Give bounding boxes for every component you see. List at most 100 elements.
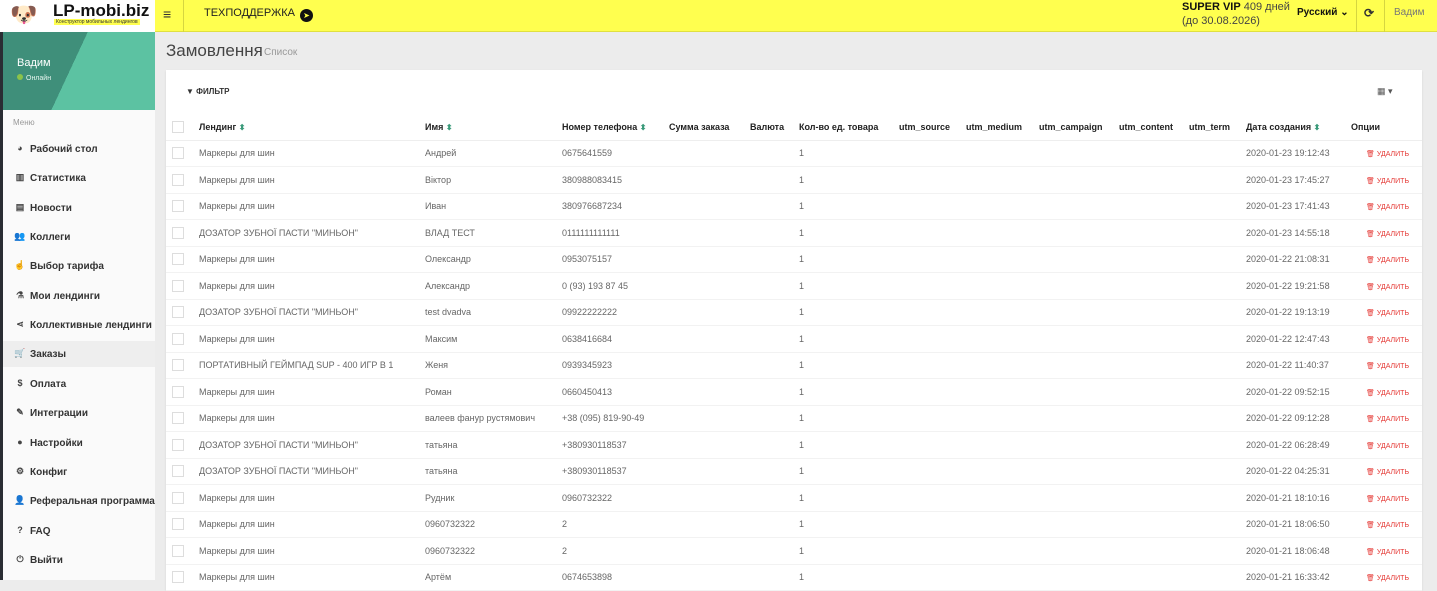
delete-button[interactable]: 🗑 УДАЛИТЬ bbox=[1351, 522, 1409, 529]
row-checkbox[interactable] bbox=[172, 200, 184, 213]
logo[interactable]: 🐶 LP-mobi.biz Конструктор мобильных ленд… bbox=[0, 0, 155, 32]
currency-cell bbox=[746, 431, 795, 459]
sidebar-item-12[interactable]: ⚙ Конфиг bbox=[3, 459, 155, 485]
delete-button[interactable]: 🗑 УДАЛИТЬ bbox=[1351, 416, 1409, 423]
row-checkbox[interactable] bbox=[172, 491, 184, 504]
row-checkbox[interactable] bbox=[172, 571, 184, 584]
row-checkbox[interactable] bbox=[172, 279, 184, 292]
row-checkbox[interactable] bbox=[172, 173, 184, 186]
trash-icon: 🗑 bbox=[1366, 151, 1375, 159]
delete-button[interactable]: 🗑 УДАЛИТЬ bbox=[1351, 496, 1409, 503]
column-header[interactable]: Дата создания ⬍ bbox=[1242, 114, 1347, 141]
sort-icon[interactable]: ⬍ bbox=[1313, 122, 1321, 132]
user-menu[interactable]: Вадим bbox=[1394, 7, 1425, 18]
row-checkbox-cell bbox=[166, 219, 195, 247]
utm-medium-cell bbox=[962, 458, 1035, 485]
row-checkbox[interactable] bbox=[172, 359, 184, 372]
utm-campaign-cell bbox=[1035, 564, 1115, 591]
row-checkbox[interactable] bbox=[172, 544, 184, 557]
row-checkbox[interactable] bbox=[172, 253, 184, 266]
delete-button[interactable]: 🗑 УДАЛИТЬ bbox=[1351, 284, 1409, 291]
sidebar-item-label: Интеграции bbox=[30, 408, 88, 420]
sum-cell bbox=[665, 140, 746, 167]
delete-label: УДАЛИТЬ bbox=[1376, 177, 1410, 185]
delete-button[interactable]: 🗑 УДАЛИТЬ bbox=[1351, 178, 1409, 185]
options-cell: 🗑 УДАЛИТЬ bbox=[1347, 484, 1422, 512]
delete-button[interactable]: 🗑 УДАЛИТЬ bbox=[1351, 231, 1409, 238]
delete-button[interactable]: 🗑 УДАЛИТЬ bbox=[1351, 310, 1409, 317]
sort-icon[interactable]: ⬍ bbox=[238, 122, 246, 132]
row-checkbox[interactable] bbox=[172, 385, 184, 398]
select-all-checkbox[interactable] bbox=[172, 120, 184, 133]
sidebar-item-4[interactable]: 👥 Коллеги bbox=[3, 224, 155, 250]
table-row: Маркеры для шин 0960732322 2 1 2020-01-2… bbox=[166, 511, 1422, 538]
row-checkbox[interactable] bbox=[172, 438, 184, 451]
delete-button[interactable]: 🗑 УДАЛИТЬ bbox=[1351, 575, 1409, 582]
column-header[interactable]: Лендинг ⬍ bbox=[195, 114, 421, 141]
sidebar-item-9[interactable]: $ Оплата bbox=[3, 371, 155, 397]
sidebar-item-11[interactable]: ● Настройки bbox=[3, 430, 155, 456]
utm-content-cell bbox=[1115, 537, 1185, 565]
row-checkbox[interactable] bbox=[172, 226, 184, 239]
sidebar-item-8[interactable]: 🛒 Заказы bbox=[3, 341, 155, 368]
delete-button[interactable]: 🗑 УДАЛИТЬ bbox=[1351, 151, 1409, 158]
row-checkbox[interactable] bbox=[172, 147, 184, 160]
language-select[interactable]: Русский ⌄ bbox=[1297, 7, 1349, 18]
sidebar-item-13[interactable]: 👤 Реферальная программа bbox=[3, 488, 155, 514]
sidebar-item-label: Коллеги bbox=[30, 232, 71, 244]
language-label: Русский bbox=[1297, 7, 1338, 18]
plan-days: 409 дней bbox=[1243, 1, 1290, 13]
sidebar-item-10[interactable]: ✎ Интеграции bbox=[3, 400, 155, 426]
phone-cell: +38 (095) 819-90-49 bbox=[558, 405, 665, 432]
sidebar-item-3[interactable]: ▤ Новости bbox=[3, 195, 155, 221]
sidebar-item-14[interactable]: ? FAQ bbox=[3, 518, 155, 544]
hamburger-menu-icon[interactable]: ≡ bbox=[163, 6, 172, 22]
sidebar-item-1[interactable]: ◕ Рабочий стол bbox=[3, 136, 155, 162]
refresh-icon[interactable]: ⟳ bbox=[1364, 6, 1375, 20]
column-header: Опции bbox=[1347, 114, 1422, 141]
support-link[interactable]: ТЕХПОДДЕРЖКА ➤ bbox=[204, 7, 314, 22]
sort-icon[interactable]: ⬍ bbox=[445, 122, 453, 132]
sidebar-item-5[interactable]: ☝ Выбор тарифа bbox=[3, 253, 155, 279]
options-cell: 🗑 УДАЛИТЬ bbox=[1347, 299, 1422, 326]
sum-cell bbox=[665, 537, 746, 565]
name-cell: татьяна bbox=[421, 458, 558, 485]
column-header: Валюта bbox=[746, 114, 795, 141]
delete-button[interactable]: 🗑 УДАЛИТЬ bbox=[1351, 443, 1409, 450]
sum-cell bbox=[665, 511, 746, 538]
row-checkbox[interactable] bbox=[172, 465, 184, 478]
delete-button[interactable]: 🗑 УДАЛИТЬ bbox=[1351, 257, 1409, 264]
delete-button[interactable]: 🗑 УДАЛИТЬ bbox=[1351, 204, 1409, 211]
utm-campaign-cell bbox=[1035, 378, 1115, 406]
currency-cell bbox=[746, 219, 795, 247]
row-checkbox[interactable] bbox=[172, 332, 184, 345]
created-date-cell: 2020-01-21 18:06:50 bbox=[1242, 511, 1347, 538]
delete-button[interactable]: 🗑 УДАЛИТЬ bbox=[1351, 390, 1409, 397]
table-row: Маркеры для шин Иван 380976687234 1 2020… bbox=[166, 193, 1422, 220]
column-header-label: Лендинг bbox=[199, 121, 237, 132]
delete-button[interactable]: 🗑 УДАЛИТЬ bbox=[1351, 549, 1409, 556]
sidebar-item-2[interactable]: ▥ Статистика bbox=[3, 165, 155, 191]
delete-button[interactable]: 🗑 УДАЛИТЬ bbox=[1351, 469, 1409, 476]
orders-card: ▼ ФИЛЬТР ▦ ▾ Лендинг ⬍ Имя ⬍ Номер телефон… bbox=[166, 70, 1422, 591]
options-cell: 🗑 УДАЛИТЬ bbox=[1347, 431, 1422, 459]
sidebar-item-15[interactable]: ⏻ Выйти bbox=[3, 547, 155, 573]
page-title: Замовлення bbox=[166, 41, 263, 60]
sort-icon[interactable]: ⬍ bbox=[639, 122, 647, 132]
sidebar-item-6[interactable]: ⚗ Мои лендинги bbox=[3, 283, 155, 309]
filter-button[interactable]: ▼ ФИЛЬТР bbox=[186, 87, 230, 96]
column-header[interactable]: Номер телефона ⬍ bbox=[558, 114, 665, 141]
sidebar-item-7[interactable]: ⋖ Коллективные лендинги bbox=[3, 312, 155, 338]
phone-cell: 0660450413 bbox=[558, 378, 665, 406]
row-checkbox[interactable] bbox=[172, 518, 184, 531]
delete-button[interactable]: 🗑 УДАЛИТЬ bbox=[1351, 363, 1409, 370]
columns-toggle-button[interactable]: ▦ ▾ bbox=[1377, 86, 1393, 97]
utm-campaign-cell bbox=[1035, 352, 1115, 379]
delete-button[interactable]: 🗑 УДАЛИТЬ bbox=[1351, 337, 1409, 344]
column-header[interactable]: Имя ⬍ bbox=[421, 114, 558, 141]
row-checkbox[interactable] bbox=[172, 306, 184, 319]
utm-source-cell bbox=[895, 272, 962, 300]
row-checkbox-cell bbox=[166, 484, 195, 512]
row-checkbox[interactable] bbox=[172, 412, 184, 425]
utm-term-cell bbox=[1185, 246, 1242, 273]
